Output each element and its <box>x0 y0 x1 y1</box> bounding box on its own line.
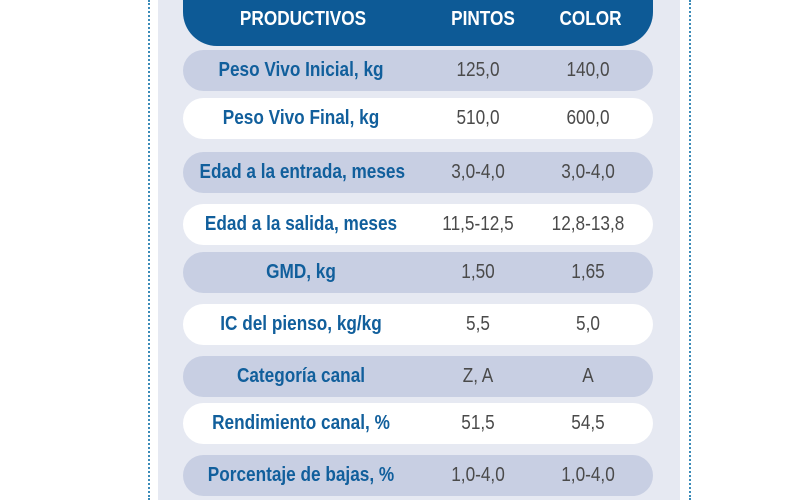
row-label: Peso Vivo Inicial, kg <box>218 59 384 81</box>
table-row: Categoría canal Z, A A <box>183 356 653 397</box>
color-value: 12,8-13,8 <box>551 213 625 235</box>
color-value: 5,0 <box>576 313 600 335</box>
table-header: PRODUCTIVOS PINTOS COLOR <box>183 0 653 46</box>
table-row: Edad a la salida, meses 11,5-12,5 12,8-1… <box>183 204 653 245</box>
row-label: Edad a la entrada, meses <box>199 161 406 183</box>
pintos-value: 11,5-12,5 <box>442 213 514 235</box>
pintos-value: 51,5 <box>461 412 495 434</box>
table-row: IC del pienso, kg/kg 5,5 5,0 <box>183 304 653 345</box>
pintos-value: 125,0 <box>456 59 500 81</box>
pintos-value: 1,0-4,0 <box>451 464 505 486</box>
row-label: Rendimiento canal, % <box>212 412 390 434</box>
color-value: 140,0 <box>566 59 610 81</box>
table-row: Peso Vivo Final, kg 510,0 600,0 <box>183 98 653 139</box>
table-row: Porcentaje de bajas, % 1,0-4,0 1,0-4,0 <box>183 455 653 496</box>
color-value: 54,5 <box>571 412 605 434</box>
color-value: 1,65 <box>571 261 605 283</box>
header-productivos: PRODUCTIVOS <box>239 8 367 30</box>
color-value: A <box>582 365 594 387</box>
row-label: IC del pienso, kg/kg <box>220 313 382 335</box>
table-row: Peso Vivo Inicial, kg 125,0 140,0 <box>183 50 653 91</box>
pintos-value: 3,0-4,0 <box>451 161 505 183</box>
row-label: GMD, kg <box>266 261 336 283</box>
pintos-value: 1,50 <box>461 261 495 283</box>
row-label: Porcentaje de bajas, % <box>207 464 395 486</box>
color-value: 1,0-4,0 <box>561 464 615 486</box>
table-row: Edad a la entrada, meses 3,0-4,0 3,0-4,0 <box>183 152 653 193</box>
table-row: Rendimiento canal, % 51,5 54,5 <box>183 403 653 444</box>
row-label: Edad a la salida, meses <box>204 213 398 235</box>
pintos-value: Z, A <box>462 365 494 387</box>
pintos-value: 5,5 <box>466 313 490 335</box>
row-label: Categoría canal <box>236 365 366 387</box>
table-row: GMD, kg 1,50 1,65 <box>183 252 653 293</box>
row-label: Peso Vivo Final, kg <box>222 107 380 129</box>
color-value: 3,0-4,0 <box>561 161 615 183</box>
header-color: COLOR <box>559 8 622 30</box>
dotted-border-left <box>148 0 150 500</box>
dotted-border-right <box>689 0 691 500</box>
pintos-value: 510,0 <box>456 107 500 129</box>
header-pintos: PINTOS <box>451 8 515 30</box>
color-value: 600,0 <box>566 107 610 129</box>
